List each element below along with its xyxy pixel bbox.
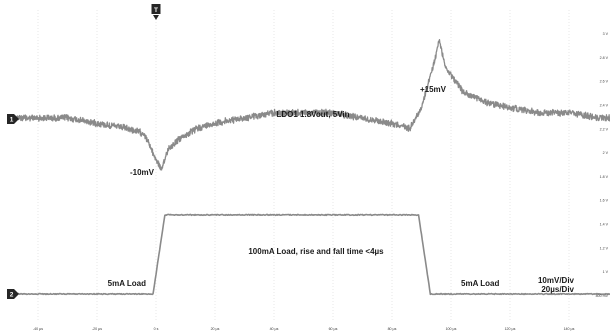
y-tick-label: 1.4 V bbox=[600, 223, 609, 227]
volts-per-div-annotation: 10mV/Div bbox=[538, 276, 575, 285]
svg-text:1: 1 bbox=[10, 117, 14, 124]
x-tick-label: 120 µs bbox=[505, 327, 516, 331]
svg-text:2: 2 bbox=[10, 292, 14, 299]
load-title-annotation: 100mA Load, rise and fall time <4µs bbox=[248, 247, 384, 256]
x-tick-label: 40 µs bbox=[270, 327, 279, 331]
y-tick-label: 1.2 V bbox=[600, 246, 609, 250]
time-per-div-annotation: 20µs/Div bbox=[541, 285, 574, 294]
y-tick-label: 2.2 V bbox=[600, 127, 609, 131]
x-tick-label: 0 s bbox=[154, 327, 159, 331]
min-annotation: -10mV bbox=[130, 168, 155, 177]
y-tick-label: 3 V bbox=[603, 32, 609, 36]
y-tick-label: 2.8 V bbox=[600, 56, 609, 60]
load-left-annotation: 5mA Load bbox=[108, 279, 146, 288]
max-annotation: +15mV bbox=[420, 85, 447, 94]
x-tick-labels: -40 µs -20 µs 0 s 20 µs 40 µs 60 µs 80 µs 100 µ… bbox=[33, 327, 575, 331]
title-annotation: LDO1 1.8Vout, 5Vin bbox=[276, 110, 349, 119]
y-tick-label: 2.6 V bbox=[600, 80, 609, 84]
x-tick-label: 60 µs bbox=[329, 327, 338, 331]
ch2-marker: 2 bbox=[7, 289, 19, 299]
ch2-current-trace bbox=[8, 213, 610, 296]
y-tick-label: 1 V bbox=[603, 270, 609, 274]
y-tick-label: 2.4 V bbox=[600, 104, 609, 108]
ch1-marker: 1 bbox=[7, 114, 19, 124]
y-tick-label: 800 mV bbox=[596, 294, 609, 298]
y-tick-label: 1.6 V bbox=[600, 199, 609, 203]
x-tick-label: 140 µs bbox=[564, 327, 575, 331]
x-tick-label: 80 µs bbox=[388, 327, 397, 331]
grid bbox=[37, 10, 570, 322]
y-tick-label: 1.8 V bbox=[600, 175, 609, 179]
x-tick-label: 20 µs bbox=[211, 327, 220, 331]
load-right-annotation: 5mA Load bbox=[461, 279, 499, 288]
x-tick-label: -40 µs bbox=[33, 327, 43, 331]
y-tick-label: 2 V bbox=[603, 151, 609, 155]
y-tick-labels: 800 mV 1 V 1.2 V 1.4 V 1.6 V 1.8 V 2 V 2.2 V 2.4… bbox=[596, 32, 609, 298]
ch1-voltage-trace bbox=[7, 38, 610, 171]
trigger-marker: T bbox=[151, 4, 161, 20]
x-tick-label: 100 µs bbox=[446, 327, 457, 331]
svg-text:T: T bbox=[154, 7, 158, 14]
x-tick-label: -20 µs bbox=[92, 327, 102, 331]
